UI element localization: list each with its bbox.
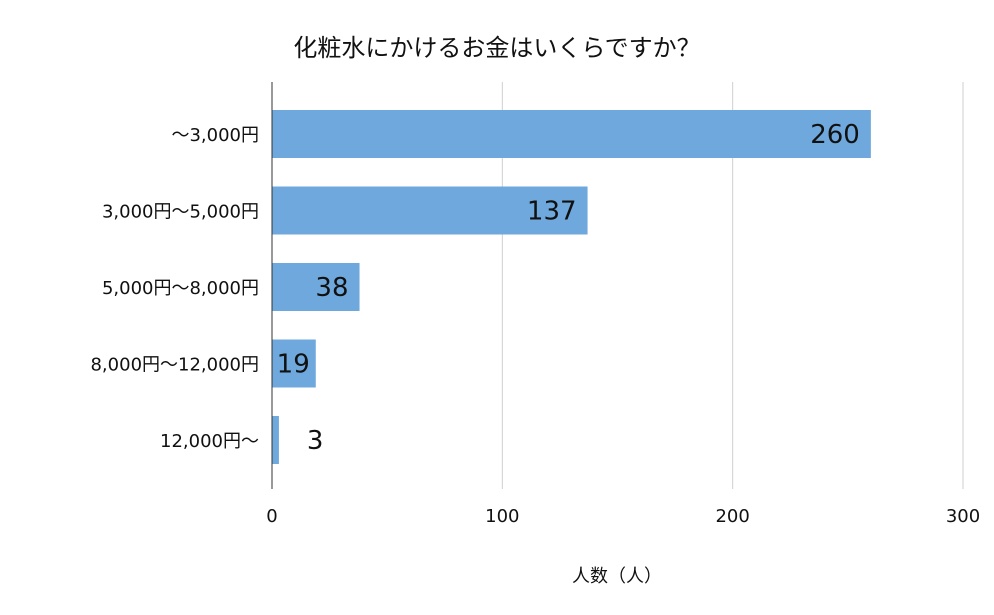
data-label: 260 [810, 120, 860, 150]
category-label: 12,000円～ [160, 431, 259, 452]
bar[interactable] [272, 416, 279, 464]
bar[interactable] [272, 186, 588, 235]
data-label: 38 [315, 273, 348, 303]
bar-layer [272, 110, 871, 464]
chart-title: 化粧水にかけるお金はいくらですか？ [293, 34, 700, 62]
x-tick-label: 200 [715, 506, 749, 527]
label-layer: 0 100 200 300 ～3,000円 260 3,000円～5,000円 137 5,00… [90, 120, 980, 527]
bar[interactable] [272, 339, 316, 388]
data-label: 3 [307, 426, 324, 456]
bar[interactable] [272, 110, 871, 158]
x-tick-label: 300 [946, 506, 980, 527]
data-label: 19 [277, 350, 310, 380]
category-label: 3,000円～5,000円 [102, 202, 259, 223]
bar[interactable] [272, 263, 360, 311]
x-tick-label: 100 [485, 506, 519, 527]
x-axis-title: 人数（人） [572, 566, 662, 587]
category-label: 8,000円～12,000円 [90, 355, 259, 376]
x-tick-label: 0 [266, 506, 277, 527]
category-label: ～3,000円 [171, 125, 259, 146]
category-label: 5,000円～8,000円 [102, 278, 259, 299]
data-label: 137 [527, 197, 577, 227]
